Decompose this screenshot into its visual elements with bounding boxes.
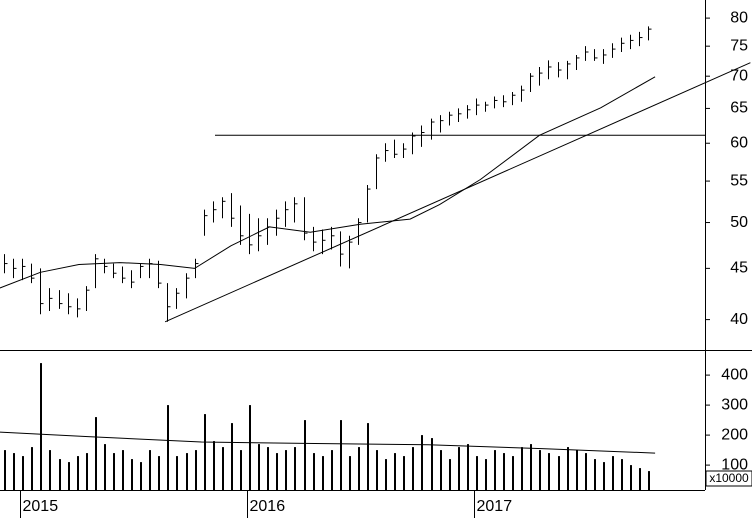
volume-bar [304, 420, 306, 490]
x-tick-label: 2017 [477, 498, 513, 515]
volume-bar [322, 456, 324, 490]
volume-bar [267, 447, 269, 490]
volume-bar [176, 456, 178, 490]
volume-bar [68, 462, 70, 490]
volume-bar [385, 459, 387, 490]
volume-bar [612, 456, 614, 490]
y2-tick-label: 100 [721, 456, 748, 473]
y-tick-label: 60 [730, 134, 748, 151]
volume-bar [449, 459, 451, 490]
y-tick-label: 70 [730, 67, 748, 84]
volume-bar [539, 450, 541, 490]
volume-bar [167, 405, 169, 490]
volume-bar [195, 450, 197, 490]
volume-bar [521, 447, 523, 490]
volume-bar [104, 444, 106, 490]
volume-bar [594, 459, 596, 490]
volume-bar [530, 444, 532, 490]
volume-bar [4, 450, 6, 490]
y-tick-label: 55 [730, 172, 748, 189]
volume-bar [231, 423, 233, 490]
volume-bar [186, 453, 188, 490]
y2-tick-label: 400 [721, 366, 748, 383]
volume-bar [313, 453, 315, 490]
volume-bar [458, 447, 460, 490]
volume-bar [576, 450, 578, 490]
volume-bar [213, 441, 215, 490]
y-tick-label: 45 [730, 260, 748, 277]
volume-bar [59, 459, 61, 490]
y2-tick-label: 300 [721, 396, 748, 413]
volume-bar [158, 456, 160, 490]
volume-bar [567, 447, 569, 490]
y2-tick-label: 200 [721, 426, 748, 443]
volume-bar [512, 456, 514, 490]
volume-bar [431, 438, 433, 490]
overlay-line [0, 76, 656, 289]
volume-bar [558, 456, 560, 490]
volume-bar [77, 456, 79, 490]
volume-bar [222, 447, 224, 490]
y-tick-label: 75 [730, 37, 748, 54]
volume-bar [240, 450, 242, 490]
volume-bar [149, 450, 151, 490]
overlay-line [164, 62, 751, 323]
volume-bar [22, 456, 24, 490]
volume-bar [494, 450, 496, 490]
volume-bar [467, 444, 469, 490]
unit-box [705, 470, 752, 487]
volume-bar [403, 456, 405, 490]
unit-label: x10000 [709, 471, 749, 485]
volume-bar [440, 450, 442, 490]
volume-bar [249, 405, 251, 490]
y-tick-label: 65 [730, 100, 748, 117]
volume-bar [503, 453, 505, 490]
volume-bar [140, 462, 142, 490]
volume-bar [86, 453, 88, 490]
volume-bar [276, 453, 278, 490]
volume-bar [131, 459, 133, 490]
volume-bar [113, 453, 115, 490]
volume-bar [630, 465, 632, 490]
volume-bar [13, 453, 15, 490]
volume-bar [340, 420, 342, 490]
volume-bar [285, 450, 287, 490]
volume-bar [412, 447, 414, 490]
volume-bar [421, 435, 423, 490]
volume-bar [294, 447, 296, 490]
volume-bar [122, 450, 124, 490]
volume-bar [648, 471, 650, 490]
x-tick-label: 2015 [23, 498, 59, 515]
volume-bar [31, 447, 33, 490]
volume-bar [367, 423, 369, 490]
volume-bar [331, 450, 333, 490]
volume-bar [40, 363, 42, 490]
volume-bar [585, 453, 587, 490]
volume-bar [621, 459, 623, 490]
y-tick-label: 50 [730, 214, 748, 231]
volume-bar [258, 444, 260, 490]
volume-bar [639, 468, 641, 490]
y-tick-label: 80 [730, 9, 748, 26]
volume-bar [376, 450, 378, 490]
volume-bar [49, 450, 51, 490]
overlay-line [0, 431, 656, 454]
volume-bar [485, 459, 487, 490]
volume-bar [358, 447, 360, 490]
volume-bar [95, 417, 97, 490]
volume-bar [548, 453, 550, 490]
x-tick-label: 2016 [250, 498, 286, 515]
volume-bar [476, 456, 478, 490]
volume-bar [204, 414, 206, 490]
volume-bar [349, 456, 351, 490]
y-tick-label: 40 [730, 311, 748, 328]
volume-bar [394, 453, 396, 490]
volume-bar [603, 462, 605, 490]
